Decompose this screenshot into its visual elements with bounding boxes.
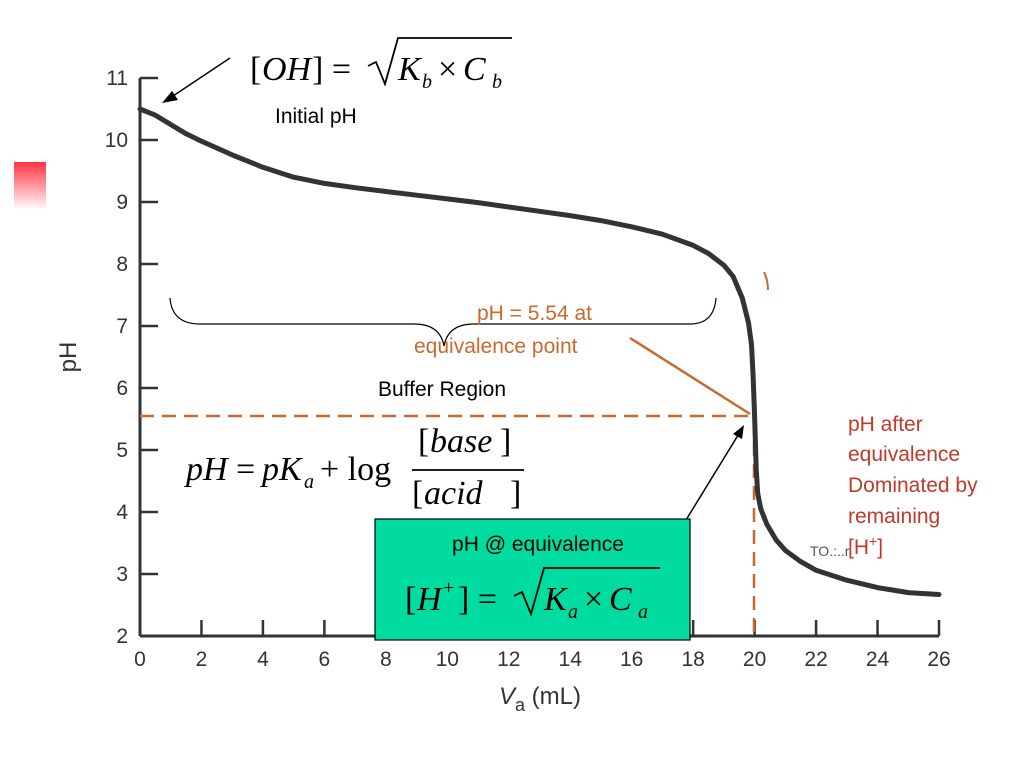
x-tick-label: 10	[436, 648, 459, 671]
x-tick-label: 26	[927, 648, 950, 671]
after-equivalence-note: pH after equivalence Dominated by remain…	[848, 413, 978, 559]
svg-text:OH: OH	[262, 51, 314, 88]
after-equiv-line2: equivalence	[848, 443, 960, 466]
x-tick-label: 24	[866, 648, 890, 671]
y-axis-title: pH	[55, 342, 82, 373]
x-tick-label: 18	[681, 648, 704, 671]
titration-curve	[137, 106, 942, 597]
y-tick-label: 5	[116, 439, 128, 462]
buffer-region-label: Buffer Region	[378, 378, 506, 401]
svg-text:[: [	[405, 581, 416, 618]
y-tick-label: 9	[116, 191, 128, 214]
svg-text:b: b	[422, 71, 432, 93]
svg-text:[: [	[418, 423, 429, 460]
x-tick-label: 16	[620, 648, 643, 671]
y-tick-label: 3	[116, 563, 128, 586]
y-tick-label: 10	[105, 129, 128, 152]
svg-text:[: [	[412, 475, 423, 512]
svg-text:] =: ] =	[458, 581, 497, 618]
svg-text:]: ]	[510, 475, 521, 512]
after-equiv-line5: [H+]	[848, 533, 883, 559]
svg-text:a: a	[638, 601, 648, 623]
x-tick-label: 8	[380, 648, 392, 671]
initial-ph-arrowhead	[162, 91, 178, 103]
svg-text:a: a	[568, 601, 578, 623]
svg-text:pH: pH	[184, 451, 230, 488]
hidden-text-fragment: TO.:..r	[810, 543, 850, 559]
svg-text:C: C	[463, 51, 486, 88]
equivalence-label-line1: pH = 5.54 at	[477, 302, 592, 325]
y-tick-label: 2	[116, 625, 128, 648]
henderson-hasselbalch-formula: pH = pK a + log [ base ] [ acid ]	[184, 423, 524, 512]
x-tick-label: 20	[743, 648, 766, 671]
svg-text:a: a	[304, 471, 314, 493]
equivalence-leader-line	[629, 336, 751, 416]
orange-tick-fragment	[763, 271, 769, 291]
svg-text:]: ]	[500, 423, 511, 460]
y-tick-label: 4	[116, 501, 128, 524]
y-tick-label: 6	[116, 377, 128, 400]
svg-text:b: b	[492, 71, 502, 93]
initial-ph-formula: [ OH ] = K b × C b	[250, 37, 512, 93]
after-equiv-line3: Dominated by	[848, 474, 978, 497]
svg-text:+ log: + log	[320, 451, 391, 488]
svg-text:] =: ] =	[312, 51, 351, 88]
svg-text:×: ×	[438, 51, 457, 88]
initial-ph-arrow	[169, 57, 231, 99]
y-ticks: 2 3 4 5 6 7 8 9 10 11	[105, 67, 158, 648]
svg-text:pK: pK	[260, 451, 304, 488]
svg-text:K: K	[543, 581, 569, 618]
x-tick-label: 14	[559, 648, 583, 671]
svg-text:+: +	[443, 577, 454, 599]
x-tick-label: 6	[319, 648, 331, 671]
svg-text:×: ×	[584, 581, 603, 618]
svg-text:[: [	[250, 51, 261, 88]
svg-text:H: H	[416, 581, 444, 618]
svg-text:C: C	[609, 581, 632, 618]
x-tick-label: 12	[497, 648, 520, 671]
y-tick-label: 7	[116, 315, 128, 338]
equivalence-label-line2: equivalence point	[414, 335, 578, 358]
svg-text:=: =	[236, 451, 255, 488]
equivalence-box-title: pH @ equivalence	[452, 533, 624, 556]
after-equiv-line4: remaining	[848, 505, 940, 528]
equivalence-box-arrowhead	[733, 425, 744, 439]
x-tick-label: 2	[196, 648, 208, 671]
after-equiv-line1: pH after	[848, 413, 923, 436]
x-tick-label: 0	[134, 648, 146, 671]
y-tick-label: 11	[106, 67, 128, 90]
x-axis-title: Va (mL)	[499, 683, 581, 715]
initial-ph-label: Initial pH	[275, 105, 357, 128]
x-tick-label: 22	[804, 648, 827, 671]
svg-text:acid: acid	[424, 475, 484, 512]
svg-text:base: base	[430, 423, 492, 460]
equivalence-box-arrow	[685, 431, 741, 521]
y-tick-label: 8	[116, 253, 128, 276]
equivalence-formula-box: pH @ equivalence [ H + ] = K a × C a	[374, 518, 691, 641]
x-tick-label: 4	[257, 648, 269, 671]
red-accent-block	[14, 162, 46, 210]
buffer-region-brace	[169, 297, 717, 347]
svg-text:K: K	[397, 51, 423, 88]
